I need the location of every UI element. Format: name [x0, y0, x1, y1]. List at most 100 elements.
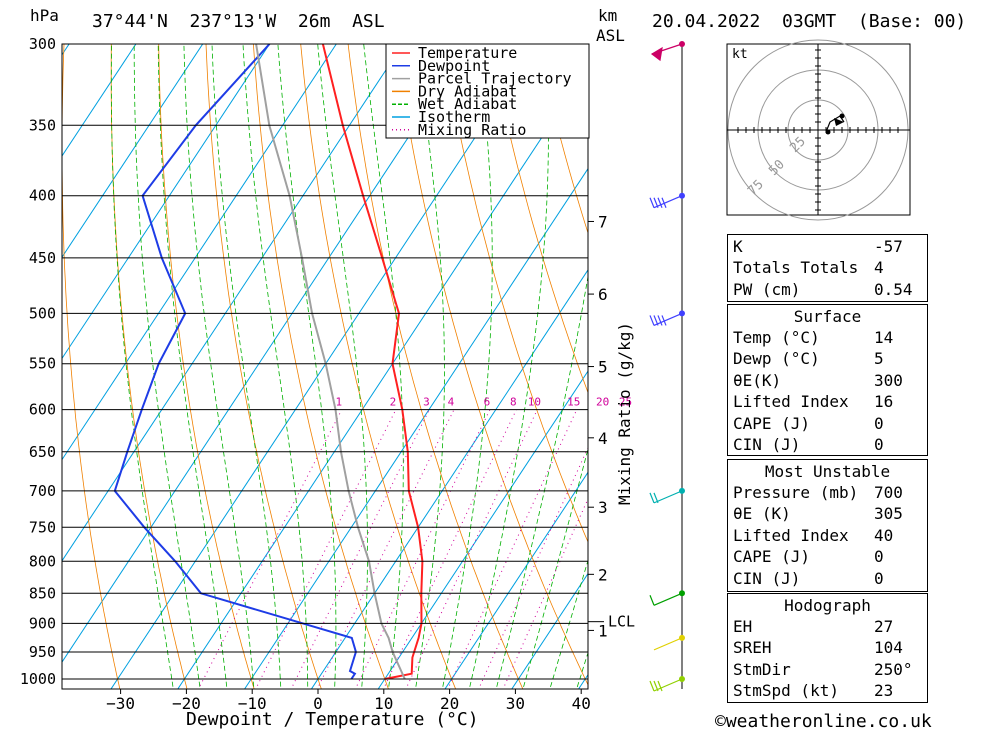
barb-staff	[653, 312, 683, 326]
index-value: 27	[874, 617, 894, 636]
hodograph-point	[839, 113, 845, 119]
series-line-dewpoint	[113, 44, 357, 680]
barb-line	[649, 492, 655, 504]
wet-adiabat	[157, 44, 228, 689]
isotherm	[62, 44, 137, 157]
index-value: 0	[874, 435, 884, 454]
pressure-tick-label: 600	[29, 401, 56, 419]
legend-label: Dewpoint	[418, 57, 490, 75]
isotherm	[444, 471, 588, 689]
index-key: StmDir	[733, 659, 791, 679]
index-key: Pressure (mb)	[733, 483, 859, 502]
index-key: CAPE (J)	[733, 413, 811, 433]
x-axis-label: Dewpoint / Temperature (°C)	[186, 709, 479, 730]
wind-barb	[649, 592, 683, 606]
wet-adiabat	[133, 44, 201, 689]
km-tick-label: 1	[598, 621, 608, 640]
isotherm	[62, 44, 204, 259]
index-key: CIN (J)	[733, 435, 801, 454]
legend-label: Temperature	[418, 44, 517, 62]
x-tick-label: −20	[172, 694, 201, 713]
isotherm	[62, 44, 337, 461]
header-datetime: 20.04.2022 03GMT (Base: 00)	[652, 11, 967, 32]
index-key: StmSpd (kt)	[733, 681, 839, 701]
index-value: 0.54	[874, 279, 913, 299]
km-tick-label: 3	[598, 498, 608, 517]
legend-label: Mixing Ratio	[418, 121, 526, 139]
barb-line	[649, 595, 655, 606]
hodograph-point	[825, 129, 831, 135]
pressure-tick-label: 300	[29, 35, 56, 53]
index-key: Totals Totals	[733, 258, 859, 278]
isotherm	[244, 167, 588, 689]
isotherm	[62, 44, 404, 562]
index-key: EH	[733, 617, 753, 636]
legend-label: Wet Adiabat	[418, 95, 517, 113]
index-key: Lifted Index	[733, 392, 849, 412]
index-row: Lifted Index 40	[728, 526, 927, 547]
x-tick-label: −10	[238, 694, 267, 713]
wet-adiabat	[363, 44, 404, 689]
pressure-tick-label: 1000	[20, 670, 56, 688]
pressure-tick-label: 700	[29, 482, 56, 500]
wind-barb	[649, 678, 683, 692]
index-value: 0	[874, 568, 884, 588]
index-row: CIN (J) 0	[728, 435, 927, 456]
barb-staff	[653, 678, 683, 692]
wind-barb	[649, 195, 683, 209]
mixing-ratio-label: 1	[336, 396, 343, 409]
wet-adiabat	[441, 44, 493, 689]
index-box-title: Hodograph	[784, 596, 871, 615]
mixing-ratio-label: 10	[528, 396, 541, 409]
pressure-tick-label: 850	[29, 584, 56, 602]
mixing-ratio-label: 6	[484, 396, 491, 409]
index-value: 5	[874, 349, 884, 369]
dry-adiabat	[62, 44, 121, 689]
pressure-tick-label: 800	[29, 552, 56, 570]
x-tick-label: 10	[374, 694, 393, 713]
hodograph-index-box: Hodograph EH 27 SREH 104 StmDir 250° StmSpd (kt…	[727, 593, 928, 703]
barb-line	[649, 197, 655, 208]
pressure-tick-label: 500	[29, 304, 56, 322]
index-row: SREH 104	[728, 638, 927, 659]
wet-adiabat	[468, 44, 549, 689]
pressure-tick-label: 950	[29, 643, 56, 661]
index-value: 23	[874, 681, 894, 701]
km-tick-label: 5	[598, 358, 608, 377]
x-tick-label: 20	[440, 694, 459, 713]
barb-line	[653, 492, 659, 504]
legend-label: Parcel Trajectory	[418, 70, 572, 88]
asl-unit-label: ASL	[596, 26, 625, 45]
x-tick-label: 40	[572, 694, 591, 713]
barb-staff	[653, 195, 683, 209]
legend-box	[385, 43, 590, 139]
index-row: Totals Totals 4	[728, 258, 927, 279]
most-unstable-box: Most Unstable Pressure (mb) 700 θE (K) 305 Li…	[727, 459, 928, 592]
index-row: θE (K) 305	[728, 504, 927, 525]
barb-line	[657, 315, 663, 326]
isotherm	[0, 26, 14, 694]
km-tick-label: 6	[598, 285, 608, 304]
index-key: Lifted Index	[733, 525, 849, 545]
km-tick-label: 7	[598, 212, 608, 231]
dry-adiabat	[442, 44, 588, 543]
wet-adiabat	[110, 44, 174, 689]
dry-adiabat	[158, 44, 255, 689]
index-value: 40	[874, 525, 894, 545]
index-value: 0	[874, 413, 884, 433]
barb-line	[649, 680, 655, 692]
index-box-title: Surface	[793, 307, 862, 326]
legend-label: Dry Adiabat	[418, 82, 517, 100]
index-row: CAPE (J) 0	[728, 414, 927, 435]
mixing-ratio-label: 25	[619, 396, 632, 409]
index-row: Dewp (°C) 5	[728, 349, 927, 370]
isotherm	[310, 269, 588, 689]
x-tick-label: −30	[106, 694, 135, 713]
barb-line	[657, 197, 663, 208]
index-value: 700	[874, 483, 903, 502]
wet-adiabat	[495, 274, 588, 689]
index-row: StmDir 250°	[728, 660, 927, 681]
barb-staff	[653, 592, 683, 606]
index-row: EH 27	[728, 617, 927, 638]
mixing-ratio-label: 4	[448, 396, 455, 409]
